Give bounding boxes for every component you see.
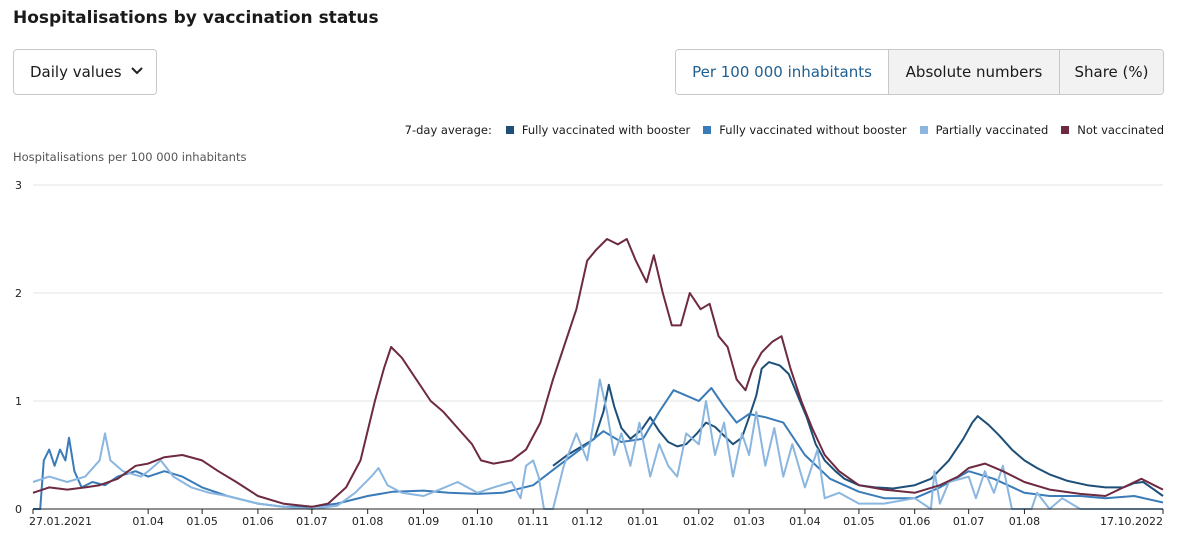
x-tick-label: 01.02 [683, 515, 715, 528]
line-chart: 0 1 2 3 27.01.2021 01.04 01.05 01.06 01.07 01.08 0… [15, 179, 1164, 528]
x-tick-label: 01.10 [462, 515, 494, 528]
legend-item-booster[interactable]: Fully vaccinated with booster [505, 123, 691, 137]
series-line-3 [32, 378, 1163, 510]
legend-item-label: Partially vaccinated [935, 123, 1049, 137]
x-tick-label: 01.09 [408, 515, 440, 528]
legend-item-label: Fully vaccinated with booster [521, 123, 691, 137]
x-tick-label: 01.07 [953, 515, 985, 528]
dropdown-selected-value: Daily values [30, 63, 122, 81]
x-tick-label: 01.11 [517, 515, 549, 528]
legend-swatch [703, 126, 712, 134]
tab-per-100000[interactable]: Per 100 000 inhabitants [676, 50, 888, 94]
series-line-1 [552, 361, 1164, 497]
x-tick-label: 01.07 [296, 515, 328, 528]
y-tick-label: 0 [15, 503, 22, 516]
x-tick-label: 01.05 [843, 515, 875, 528]
x-tick-label: 01.04 [132, 515, 164, 528]
series-line-2 [33, 387, 1164, 510]
values-dropdown[interactable]: Daily values [13, 49, 157, 95]
x-tick-label: 17.10.2022 [1100, 515, 1163, 528]
x-tick-label: 01.12 [571, 515, 603, 528]
y-tick-label: 2 [15, 287, 22, 300]
legend-item-label: Fully vaccinated without booster [719, 123, 907, 137]
legend-item-not-vaccinated[interactable]: Not vaccinated [1061, 123, 1164, 137]
unit-toggle: Per 100 000 inhabitants Absolute numbers… [675, 49, 1164, 95]
x-tick-label: 01.08 [1009, 515, 1041, 528]
tab-absolute-numbers[interactable]: Absolute numbers [888, 50, 1059, 94]
legend-swatch [919, 126, 928, 134]
x-tick-label: 01.06 [242, 515, 274, 528]
chevron-down-icon [131, 67, 143, 75]
x-tick-label: 01.08 [352, 515, 384, 528]
legend-label: 7-day average: [404, 123, 492, 137]
x-tick-label: 27.01.2021 [29, 515, 92, 528]
chart-title: Hospitalisations by vaccination status [13, 8, 379, 28]
x-tick-label: 01.03 [733, 515, 765, 528]
x-tick-label: 01.05 [186, 515, 218, 528]
y-tick-label: 1 [15, 395, 22, 408]
legend: 7-day average: Fully vaccinated with boo… [405, 123, 1164, 137]
legend-item-label: Not vaccinated [1077, 123, 1164, 137]
legend-swatch [505, 126, 514, 134]
legend-item-partially[interactable]: Partially vaccinated [919, 123, 1049, 137]
legend-swatch [1061, 126, 1070, 134]
x-tick-label: 01.06 [899, 515, 931, 528]
x-tick-label: 01.01 [627, 515, 659, 528]
tab-share-percent[interactable]: Share (%) [1059, 50, 1163, 94]
y-axis-title: Hospitalisations per 100 000 inhabitants [13, 150, 247, 164]
y-tick-label: 3 [15, 179, 22, 192]
series-line-4 [32, 238, 1164, 508]
x-tick-label: 01.04 [789, 515, 821, 528]
legend-item-without-booster[interactable]: Fully vaccinated without booster [703, 123, 907, 137]
